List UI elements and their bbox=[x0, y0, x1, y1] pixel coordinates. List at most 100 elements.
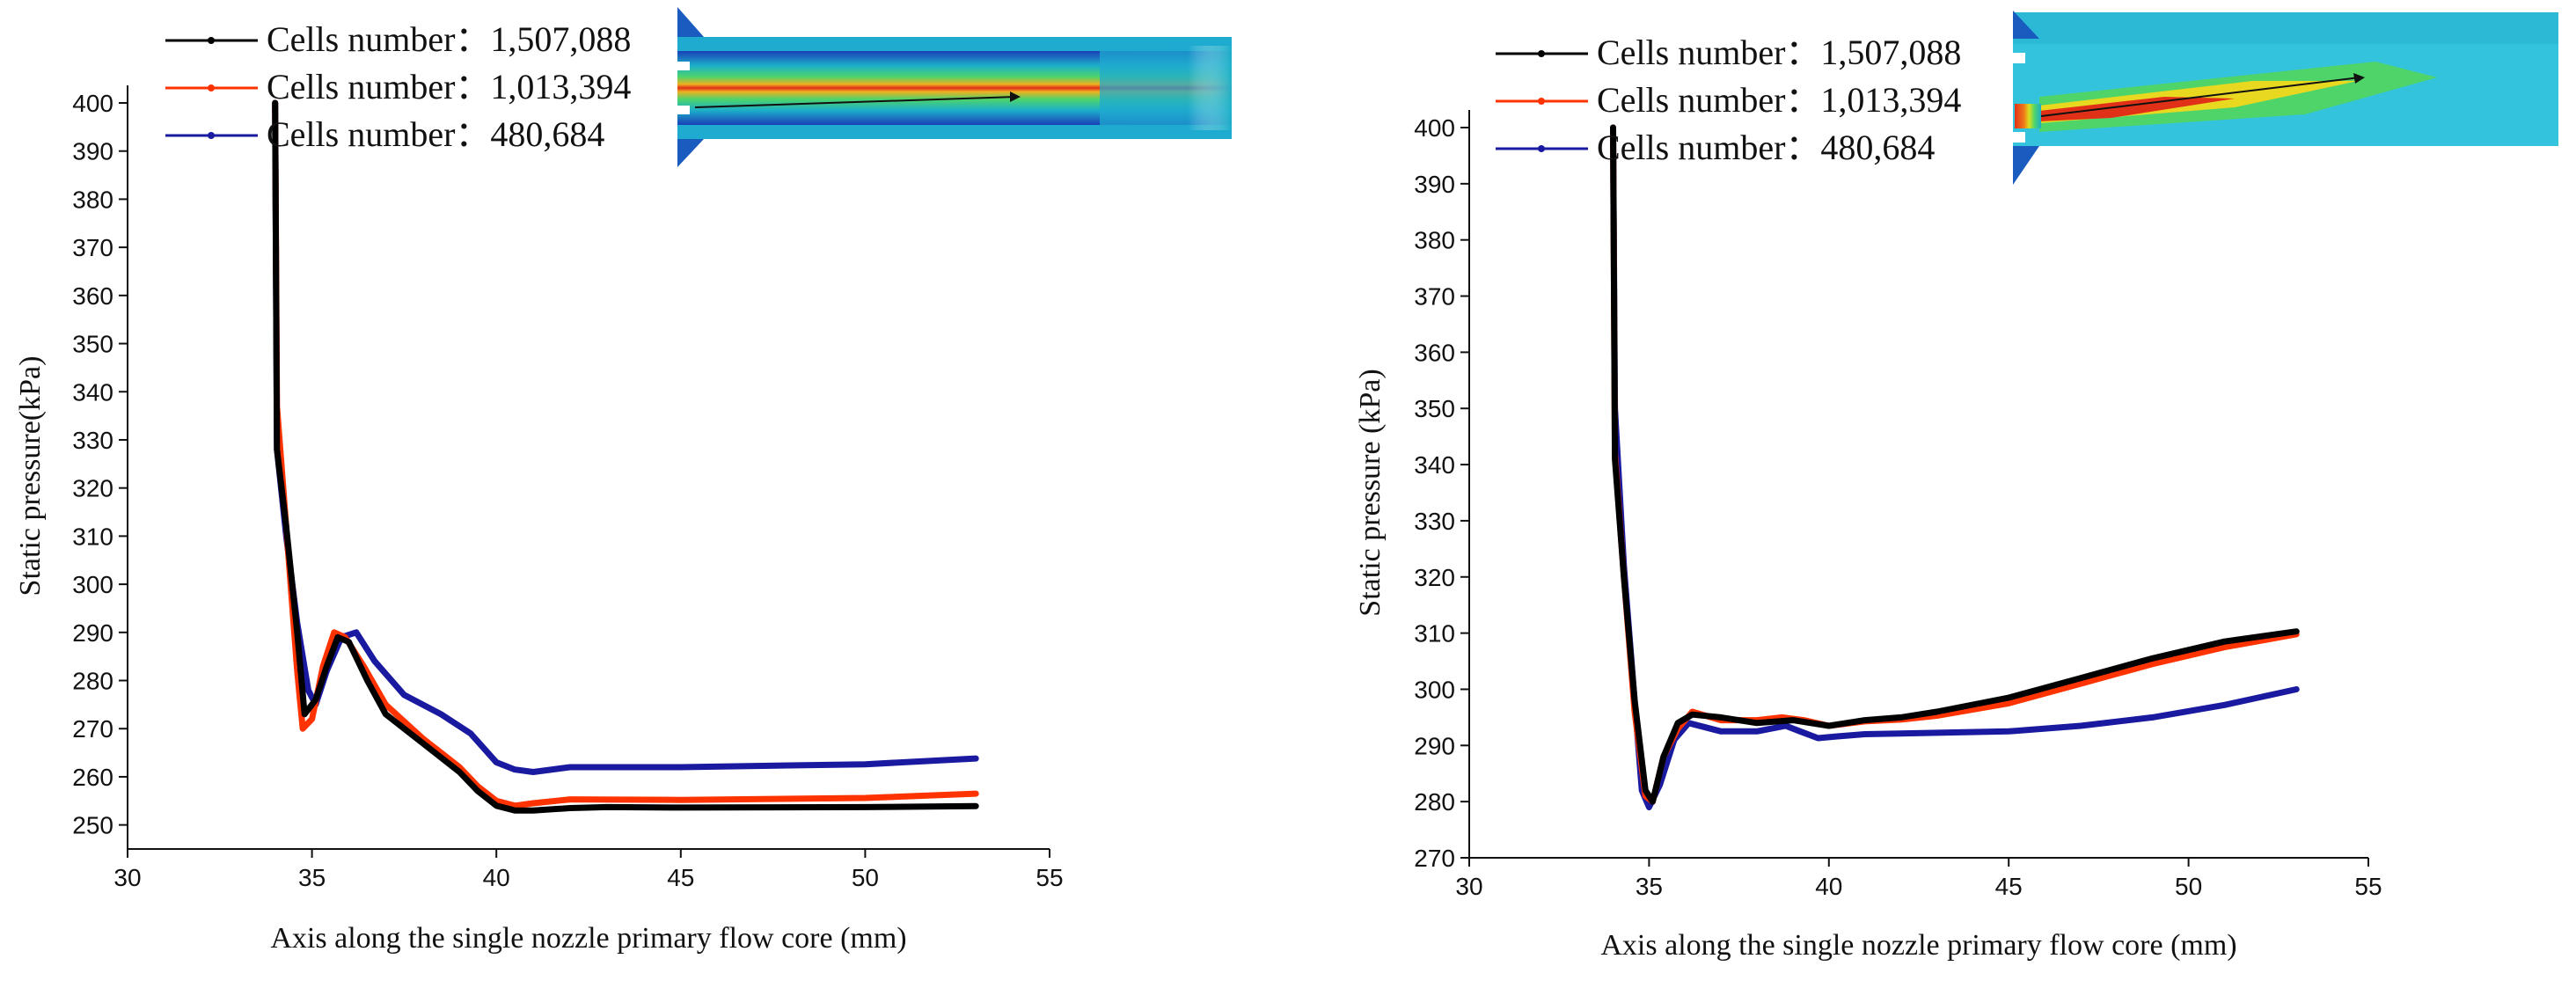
y-tick-label: 280 bbox=[1414, 788, 1455, 816]
x-tick-label: 55 bbox=[2354, 873, 2382, 900]
data-point bbox=[438, 711, 444, 717]
cfd-contour-inset-left bbox=[677, 7, 1232, 167]
y-tick-label: 260 bbox=[72, 764, 113, 791]
data-point bbox=[2294, 686, 2300, 692]
data-point bbox=[2077, 675, 2083, 681]
data-point bbox=[567, 796, 574, 802]
y-tick-label: 340 bbox=[1414, 451, 1455, 479]
x-tick-label: 35 bbox=[298, 864, 326, 891]
data-point bbox=[677, 797, 684, 803]
data-point bbox=[324, 663, 330, 670]
y-tick-label: 290 bbox=[1414, 732, 1455, 759]
data-point bbox=[294, 629, 300, 635]
data-point bbox=[364, 677, 370, 684]
data-point bbox=[1782, 722, 1789, 728]
data-point bbox=[2006, 695, 2012, 701]
data-point bbox=[494, 759, 500, 765]
cfd-contour-inset-right bbox=[2013, 11, 2558, 185]
data-point bbox=[383, 711, 389, 717]
y-axis-title: Static pressure(kPa) bbox=[14, 356, 47, 596]
y-tick-label: 370 bbox=[72, 234, 113, 261]
x-tick-label: 45 bbox=[667, 864, 694, 891]
legend-label: Cells number：1,013,394 bbox=[1597, 80, 1961, 120]
data-point bbox=[512, 766, 518, 772]
data-point bbox=[862, 804, 868, 810]
data-point bbox=[1815, 736, 1821, 742]
data-point bbox=[305, 687, 311, 693]
legend-label: Cells number：1,013,394 bbox=[267, 67, 631, 106]
data-point bbox=[2149, 661, 2155, 667]
series-line-1 bbox=[1610, 124, 2300, 805]
legend-marker bbox=[1538, 50, 1545, 57]
y-tick-label: 310 bbox=[1414, 620, 1455, 648]
x-tick-label: 40 bbox=[1815, 873, 1842, 900]
data-point bbox=[1621, 574, 1627, 580]
data-point bbox=[1718, 714, 1724, 721]
data-point bbox=[457, 769, 463, 775]
data-point bbox=[1789, 717, 1796, 723]
data-point bbox=[475, 788, 481, 794]
data-point bbox=[2006, 728, 2012, 735]
y-tick-label: 360 bbox=[1414, 339, 1455, 366]
y-axis-title: Static pressure (kPa) bbox=[1354, 369, 1387, 616]
data-point bbox=[1898, 714, 1904, 721]
data-point bbox=[1612, 456, 1618, 462]
y-tick-label: 390 bbox=[72, 138, 113, 165]
data-point bbox=[494, 802, 500, 809]
data-point bbox=[862, 795, 868, 801]
legend-marker bbox=[208, 84, 215, 91]
data-point bbox=[677, 804, 684, 810]
data-point bbox=[1833, 734, 1839, 740]
y-tick-label: 310 bbox=[72, 523, 113, 550]
data-point bbox=[302, 711, 308, 717]
data-point bbox=[1660, 754, 1666, 760]
data-point bbox=[420, 740, 426, 746]
legend-label: Cells number：1,507,088 bbox=[267, 19, 631, 59]
data-point bbox=[1797, 728, 1804, 735]
y-tick-label: 380 bbox=[72, 186, 113, 213]
data-point bbox=[531, 769, 537, 775]
data-point bbox=[1643, 787, 1649, 794]
y-tick-label: 370 bbox=[1414, 283, 1455, 311]
data-point bbox=[353, 629, 359, 635]
legend-marker bbox=[208, 37, 215, 44]
y-tick-label: 290 bbox=[72, 619, 113, 647]
data-point bbox=[1862, 731, 1868, 737]
y-tick-label: 270 bbox=[1414, 845, 1455, 872]
y-tick-label: 350 bbox=[1414, 395, 1455, 422]
data-point bbox=[973, 803, 979, 809]
series-line-0 bbox=[1610, 124, 2300, 805]
data-point bbox=[1718, 728, 1724, 735]
data-point bbox=[677, 764, 684, 770]
x-axis-title: Axis along the single nozzle primary flo… bbox=[270, 922, 906, 955]
data-point bbox=[2221, 702, 2228, 708]
data-point bbox=[1610, 125, 1616, 130]
x-tick-label: 35 bbox=[1636, 873, 1663, 900]
y-tick-label: 250 bbox=[72, 812, 113, 839]
y-tick-label: 270 bbox=[72, 715, 113, 743]
data-point bbox=[1826, 722, 1832, 728]
data-point bbox=[401, 692, 407, 698]
data-point bbox=[2006, 700, 2012, 706]
data-point bbox=[2077, 681, 2083, 687]
data-point bbox=[1689, 712, 1695, 718]
data-point bbox=[309, 716, 315, 722]
x-tick-label: 45 bbox=[1995, 873, 2023, 900]
legend-label: Cells number：1,507,088 bbox=[1597, 33, 1961, 72]
data-point bbox=[1675, 720, 1681, 726]
data-point bbox=[1632, 698, 1638, 704]
data-point bbox=[1646, 804, 1652, 810]
y-tick-label: 400 bbox=[1414, 114, 1455, 142]
y-tick-label: 320 bbox=[1414, 564, 1455, 591]
y-tick-label: 300 bbox=[72, 571, 113, 598]
data-point bbox=[2294, 628, 2300, 634]
data-point bbox=[331, 629, 337, 635]
series-line-2 bbox=[272, 99, 979, 775]
data-point bbox=[973, 756, 979, 762]
y-tick-label: 300 bbox=[1414, 676, 1455, 703]
data-point bbox=[1754, 720, 1760, 726]
data-point bbox=[531, 801, 537, 807]
y-tick-label: 330 bbox=[72, 427, 113, 454]
data-point bbox=[274, 446, 280, 452]
